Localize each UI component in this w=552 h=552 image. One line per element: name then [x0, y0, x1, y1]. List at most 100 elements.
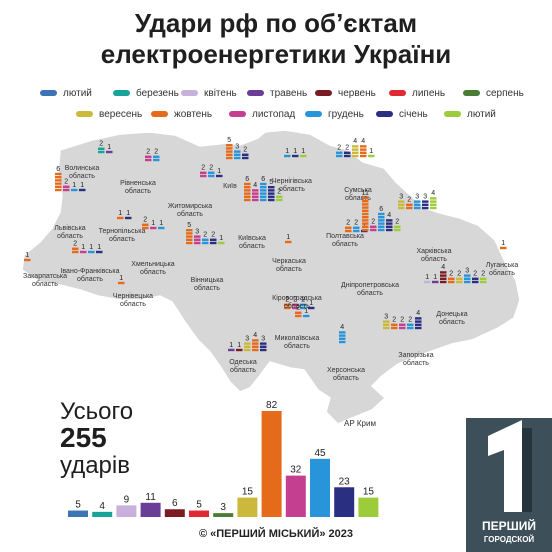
region-bar-segment: [295, 314, 302, 318]
region-bar-segment: [448, 280, 455, 284]
region-bar-segment: [125, 216, 132, 220]
legend-label: липень: [412, 87, 446, 99]
region-bar-segment: [194, 241, 201, 245]
region-bar-segment: [268, 192, 275, 195]
region-bar-segment: [362, 225, 369, 228]
region-value-label: 2: [64, 179, 68, 186]
region-bar-segment: [260, 198, 267, 202]
region-value-label: 2: [407, 197, 411, 204]
region-value-label: 6: [379, 206, 383, 213]
region-bar-segment: [480, 280, 487, 284]
title-line-2: електроенергетики України: [100, 39, 452, 69]
region-bar-segment: [362, 219, 369, 222]
region-bar-segment: [244, 182, 251, 186]
region-label: Івано-Франківська область: [60, 267, 119, 283]
region-bar-segment: [98, 150, 105, 154]
region-bar-segment: [448, 277, 455, 280]
legend-label: вересень: [99, 108, 143, 120]
legend-item: вересень: [76, 108, 142, 120]
bar-5: [189, 510, 209, 517]
region-bar-segment: [260, 186, 267, 189]
region-bar-segment: [378, 212, 385, 216]
region-bar-segment: [500, 246, 507, 250]
bar-value-label: 15: [242, 487, 254, 498]
region-bar-segment: [430, 203, 437, 206]
logo-line-1: ПЕРШИЙ: [482, 518, 536, 533]
bar-2: [116, 505, 137, 517]
region-bar-segment: [398, 200, 405, 203]
region-bar-segment: [362, 196, 369, 200]
region-bar-segment: [336, 151, 343, 154]
region-bar-segment: [194, 238, 201, 241]
region-value-label: 4: [353, 138, 357, 145]
region-value-label: 1: [219, 235, 223, 242]
region-bar-segment: [226, 147, 233, 150]
region-value-label: 5: [227, 137, 231, 144]
region-bar-segment: [399, 326, 406, 330]
region-value-label: 3: [384, 313, 388, 320]
region-value-label: 1: [89, 244, 93, 251]
region-chart: 2 2 Рівненська область: [120, 149, 160, 195]
region-value-label: 4: [431, 190, 435, 197]
region-bar-segment: [422, 200, 429, 203]
region-value-label: 2: [345, 145, 349, 152]
region-bar-segment: [383, 323, 390, 326]
region-bar-segment: [295, 311, 302, 314]
legend-swatch: [376, 111, 393, 117]
region-label: Київська область: [238, 235, 266, 250]
region-bar-segment: [406, 206, 413, 210]
region-value-label: 1: [151, 220, 155, 227]
region-bar-segment: [88, 250, 95, 254]
bar-12: [358, 497, 379, 517]
region-value-label: 1: [72, 182, 76, 189]
region-label: Хмельницька область: [131, 261, 175, 276]
region-bar-segment: [118, 281, 125, 285]
region-bar-segment: [430, 206, 437, 210]
region-bar-segment: [145, 158, 152, 162]
region-bar-segment: [276, 195, 283, 198]
region-bar-segment: [117, 216, 124, 220]
region-bar-segment: [464, 280, 471, 284]
bar-9: [285, 475, 306, 517]
region-bar-segment: [368, 154, 375, 158]
region-bar-segment: [456, 280, 463, 284]
region-bar-segment: [432, 280, 439, 284]
region-bar-segment: [303, 314, 310, 318]
region-value-label: 1: [286, 234, 290, 241]
region-bar-segment: [362, 216, 369, 219]
region-bar-segment: [415, 326, 422, 330]
region-bar-segment: [186, 235, 193, 238]
region-bar-segment: [244, 342, 251, 345]
region-bar-segment: [345, 229, 352, 233]
region-bar-segment: [260, 192, 267, 195]
legend-label: травень: [270, 87, 308, 99]
legend-swatch: [247, 90, 264, 96]
region-value-label: 1: [501, 240, 505, 247]
region-value-label: 2: [211, 232, 215, 239]
region-bar-segment: [63, 185, 70, 188]
legend-swatch: [151, 111, 168, 117]
region-bar-segment: [352, 148, 359, 151]
region-value-label: 1: [293, 148, 297, 155]
region-bar-segment: [186, 241, 193, 245]
region-value-label: 5: [269, 179, 273, 186]
legend-swatch: [389, 90, 406, 96]
bar-value-label: 32: [290, 465, 302, 476]
region-label: Житомирська область: [168, 203, 212, 218]
bar-0: [68, 510, 88, 517]
region-chart: 2 1 Волинська область: [65, 141, 113, 180]
region-bar-segment: [415, 320, 422, 323]
logo-one-glyph: [488, 420, 522, 512]
region-value-label: 2: [337, 145, 341, 152]
region-value-label: 1: [309, 300, 313, 307]
region-bar-segment: [158, 226, 165, 230]
region-bar-segment: [252, 345, 259, 348]
region-bar-segment: [106, 150, 113, 154]
region-bar-segment: [260, 182, 267, 186]
